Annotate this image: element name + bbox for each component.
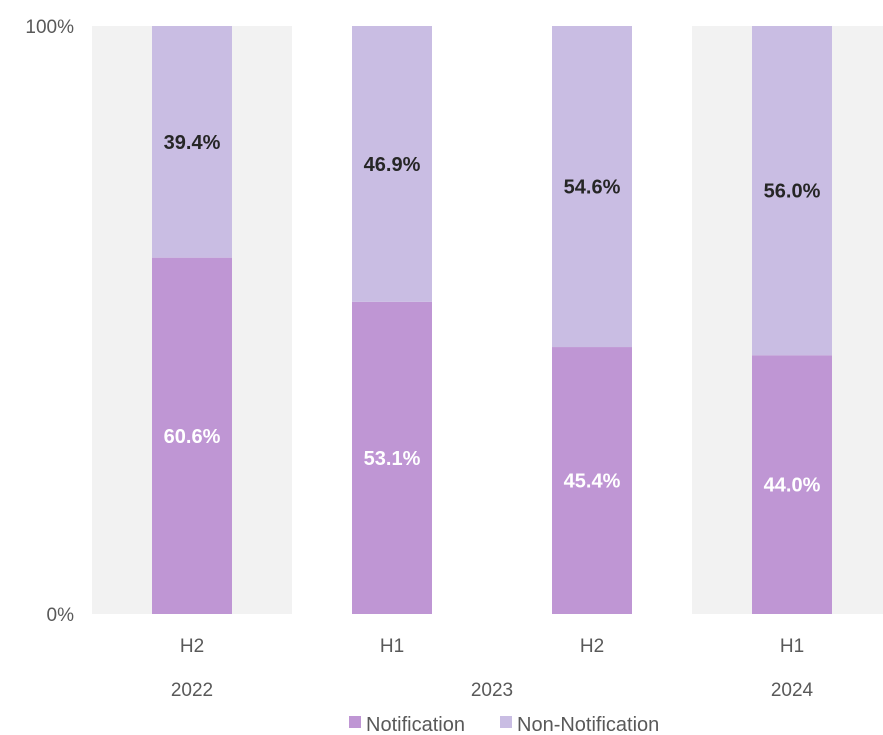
bar-segment-notification (352, 301, 432, 614)
x-tick-label: H2 (580, 636, 604, 657)
data-label: 44.0% (764, 475, 821, 497)
bar-segment-notification (152, 257, 232, 614)
x-group-label: 2022 (171, 680, 213, 701)
data-label: 54.6% (564, 177, 621, 199)
bar-segment-notification (552, 347, 632, 614)
bar-segment-non-notification (152, 26, 232, 258)
x-group-label: 2024 (771, 680, 814, 701)
data-label: 39.4% (164, 132, 221, 154)
x-tick-label: H2 (180, 636, 204, 657)
data-label: 46.9% (364, 154, 421, 176)
legend-swatch (500, 716, 512, 728)
bar-segment-non-notification (752, 26, 832, 356)
data-label: 45.4% (564, 471, 621, 493)
legend-swatch (349, 716, 361, 728)
y-tick-label: 0% (47, 605, 75, 626)
x-group-label: 2023 (471, 680, 513, 701)
data-label: 60.6% (164, 426, 221, 448)
bar-segment-non-notification (352, 26, 432, 302)
x-tick-label: H1 (380, 636, 404, 657)
x-tick-label: H1 (780, 636, 804, 657)
y-tick-label: 100% (25, 17, 74, 38)
bar-segment-notification (752, 355, 832, 614)
bar-segment-non-notification (552, 26, 632, 348)
data-label: 56.0% (764, 181, 821, 203)
legend-label: Notification (366, 714, 465, 735)
data-label: 53.1% (364, 448, 421, 470)
legend-label: Non-Notification (517, 714, 659, 735)
